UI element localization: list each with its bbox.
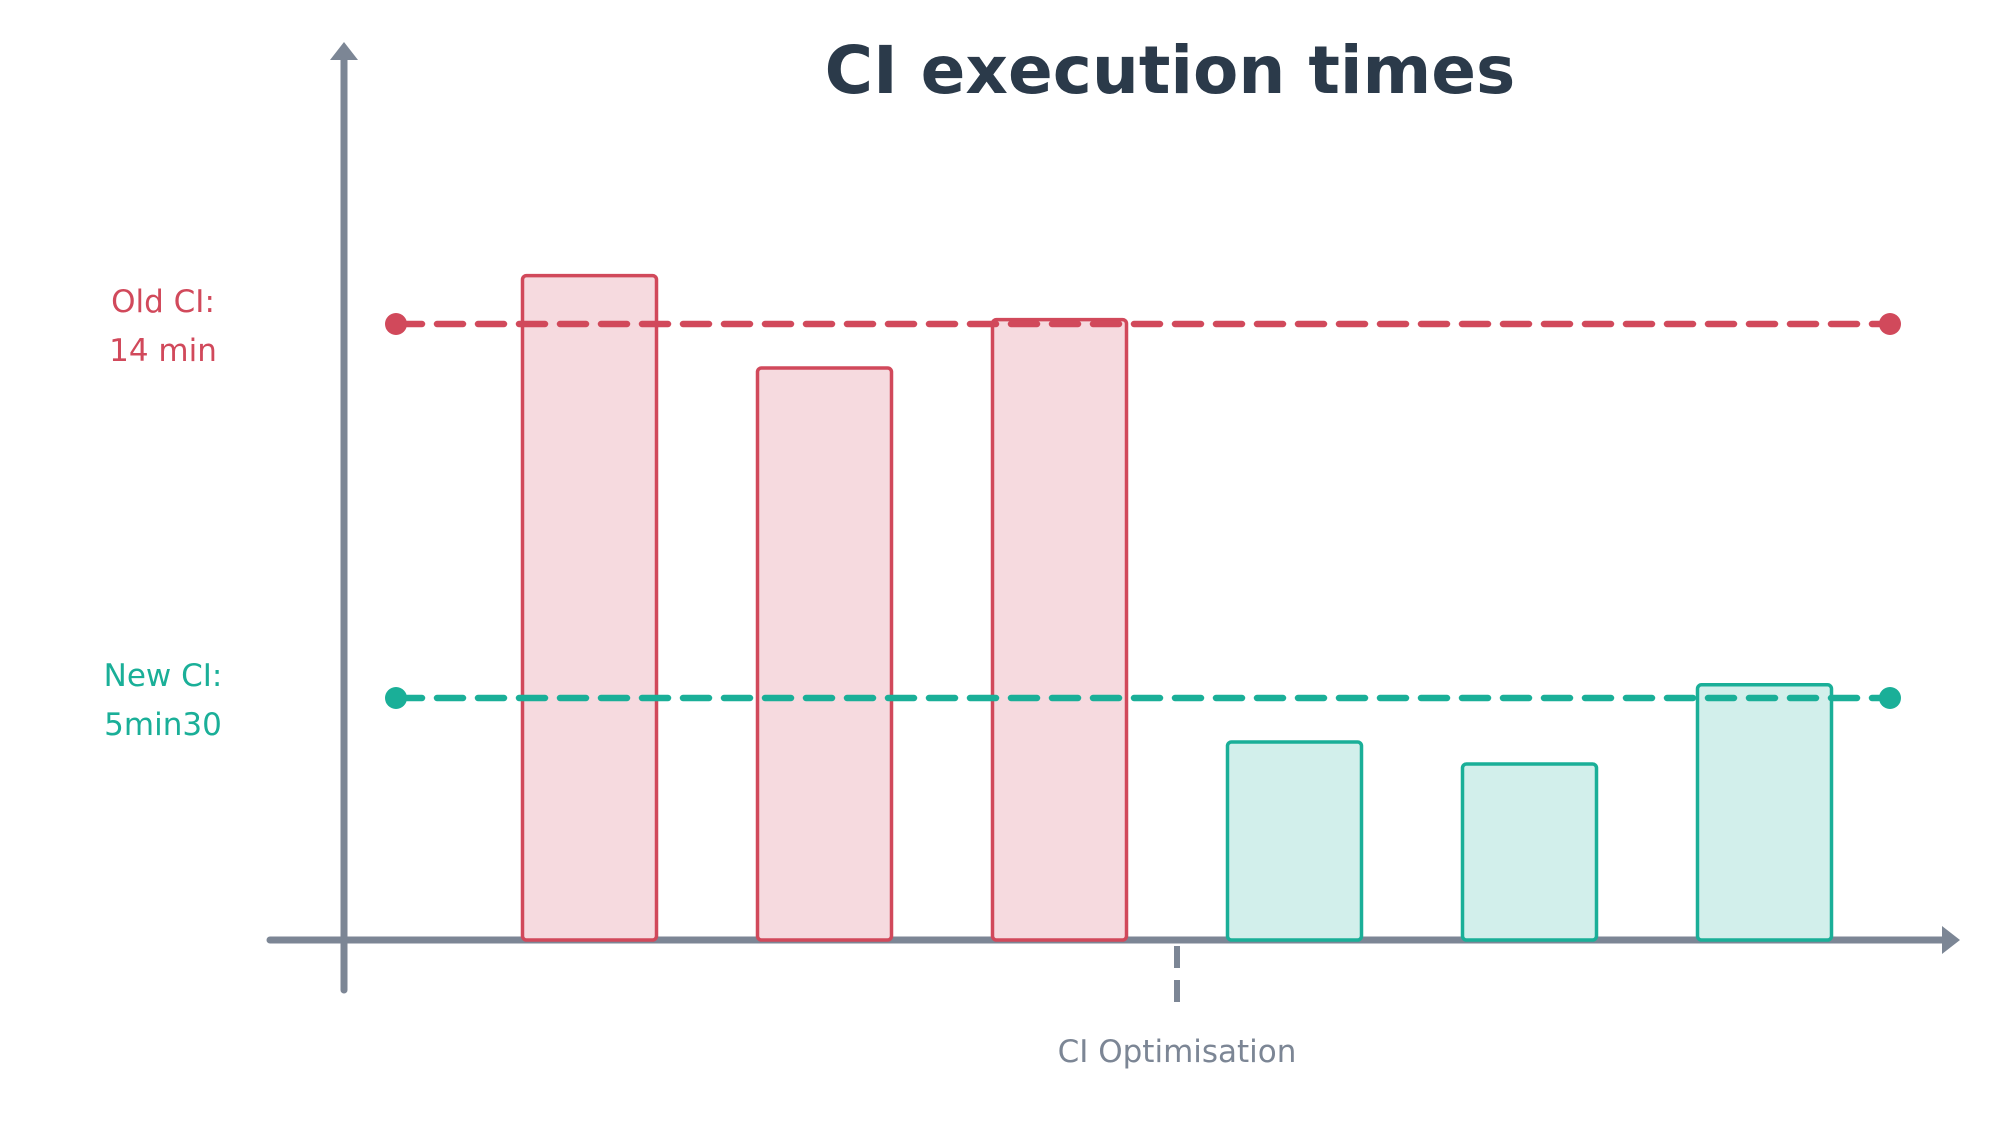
y-axis-arrow	[330, 42, 358, 60]
annotation-label: CI Optimisation	[1058, 1034, 1297, 1070]
reference-line-label-top: New CI:	[104, 658, 223, 694]
bars-group	[520, 273, 1834, 942]
reference-line-end-dot	[1879, 687, 1901, 709]
x-axis-arrow	[1942, 926, 1960, 954]
reference-line-2: New CI: 5min30	[104, 658, 1901, 743]
bar-1	[520, 273, 659, 942]
reference-line-start-dot	[385, 687, 407, 709]
reference-line-label-top: Old CI:	[111, 284, 215, 320]
bar-6	[1695, 683, 1834, 942]
reference-line-1: Old CI: 14 min	[109, 284, 1901, 369]
reference-line-end-dot	[1879, 313, 1901, 335]
reference-line-start-dot	[385, 313, 407, 335]
reference-line-label-bottom: 5min30	[104, 707, 222, 743]
reference-line-label-bottom: 14 min	[109, 333, 217, 369]
bar-3	[990, 317, 1129, 942]
bar-5	[1460, 762, 1599, 942]
bar-2	[755, 366, 894, 942]
chart-title: CI execution times	[825, 32, 1516, 109]
annotation-marker-1: CI Optimisation	[1058, 946, 1297, 1070]
bar-4	[1225, 740, 1364, 942]
